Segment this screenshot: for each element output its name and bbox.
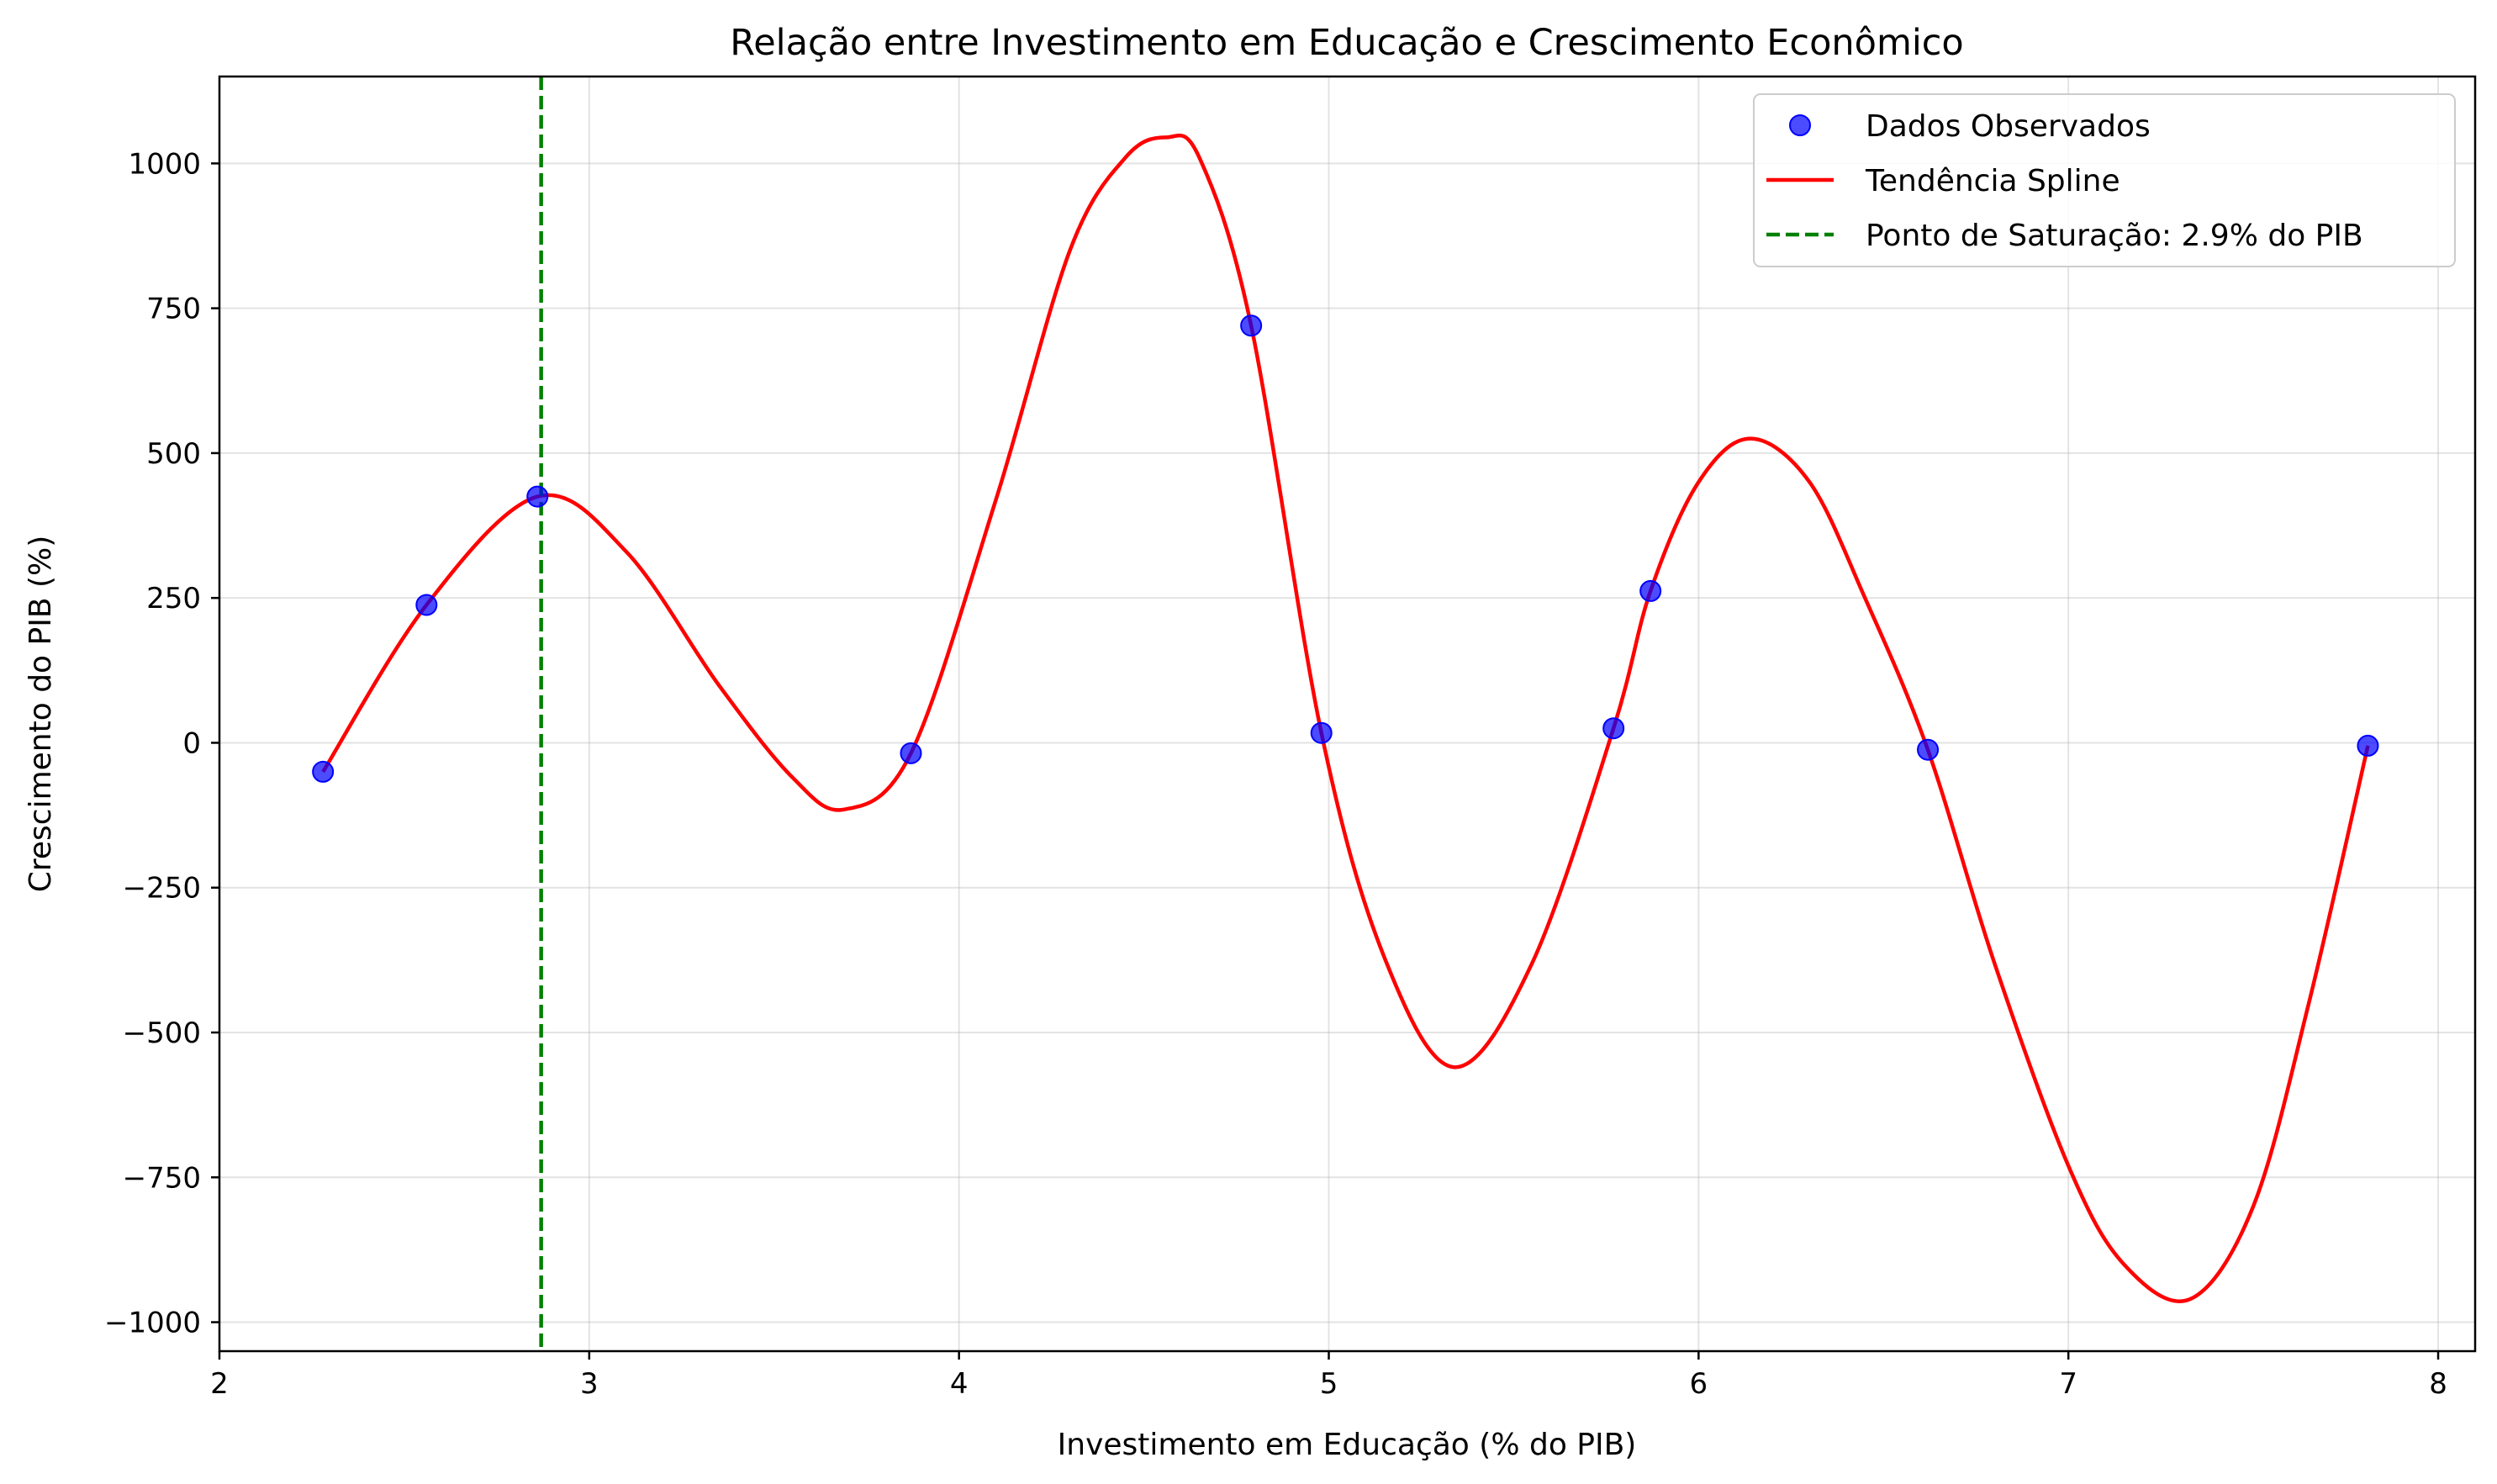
legend: Dados Observados Tendência Spline Ponto … [1753,93,2456,267]
x-tick-label: 5 [1320,1367,1338,1401]
y-tick-label: −250 [123,872,201,906]
chart-title: Relação entre Investimento em Educação e… [730,22,1963,64]
y-tick-label: 750 [146,293,201,326]
legend-label-spline: Tendência Spline [1865,164,2120,198]
observed-point [1639,579,1662,602]
y-tick-label: 250 [146,582,201,615]
legend-marker-observed [1789,114,1811,136]
observed-point [526,485,549,508]
legend-label-observed: Dados Observados [1866,109,2151,144]
observed-point [1602,717,1625,740]
y-tick-label: 500 [146,437,201,471]
x-tick-label: 8 [2429,1367,2447,1401]
y-axis-ticks: −1000 −750 −500 −250 0 250 500 750 1000 [104,147,219,1340]
observed-point [1917,738,1940,761]
observed-point [1240,314,1263,337]
legend-label-saturation: Ponto de Saturação: 2.9% do PIB [1866,219,2363,253]
x-axis-ticks: 2 3 4 5 6 7 8 [210,1351,2447,1401]
grid [219,77,2475,1351]
x-tick-label: 2 [210,1367,229,1401]
observed-point [312,760,335,783]
observed-point [900,742,922,764]
y-tick-label: −1000 [104,1307,201,1340]
x-tick-label: 7 [2059,1367,2077,1401]
x-tick-label: 3 [580,1367,599,1401]
y-tick-label: 0 [182,726,201,760]
y-tick-label: 1000 [128,147,201,181]
observed-point [415,594,438,616]
plot-frame [218,75,2477,1353]
y-tick-label: −500 [123,1017,201,1050]
spline-trend-line [321,133,2370,1303]
legend-box [1753,93,2456,267]
y-axis-label: Crescimento do PIB (%) [24,536,58,893]
observed-point [2357,734,2379,757]
x-tick-label: 4 [950,1367,969,1401]
x-axis-label: Investimento em Educação (% do PIB) [1058,1428,1637,1462]
observed-point [1310,721,1333,744]
x-tick-label: 6 [1690,1367,1708,1401]
y-tick-label: −750 [123,1161,201,1195]
plot-area [312,77,2379,1351]
